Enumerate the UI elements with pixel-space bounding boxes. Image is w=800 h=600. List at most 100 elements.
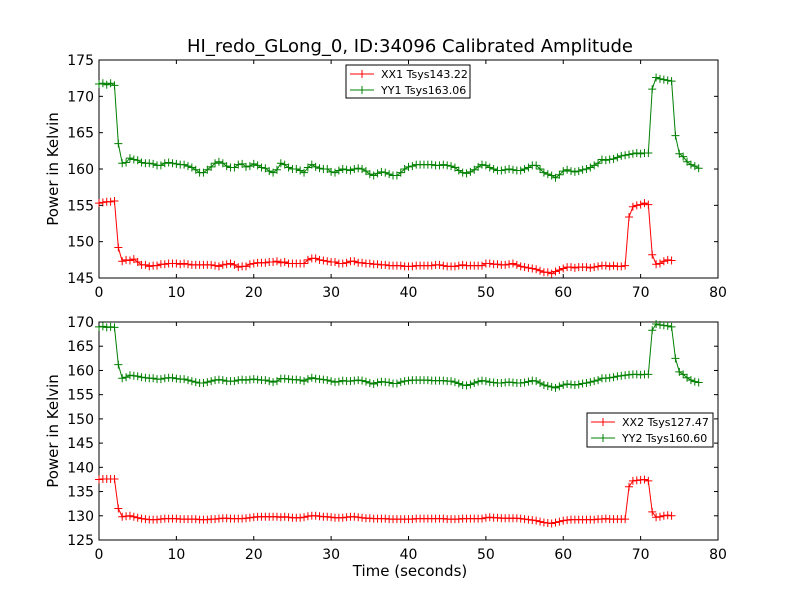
data-point-marker bbox=[563, 165, 572, 174]
data-point-marker bbox=[520, 378, 529, 387]
data-point-marker bbox=[481, 377, 490, 386]
bottom-legend: XX2 Tsys127.47 YY2 Tsys160.60 bbox=[586, 412, 714, 448]
data-point-marker bbox=[605, 262, 614, 271]
bottom-x-tick-label: 80 bbox=[709, 547, 727, 563]
data-point-marker bbox=[361, 377, 370, 386]
data-point-marker bbox=[520, 165, 529, 173]
data-point-marker bbox=[199, 379, 208, 388]
top-y-tick-label: 145 bbox=[67, 271, 94, 287]
data-point-marker bbox=[485, 163, 494, 172]
legend-marker-yy1 bbox=[358, 86, 366, 94]
data-point-marker bbox=[648, 250, 657, 259]
data-point-marker bbox=[211, 261, 220, 270]
data-point-marker bbox=[118, 159, 127, 168]
data-point-marker bbox=[555, 517, 564, 526]
data-point-marker bbox=[574, 167, 583, 176]
data-point-marker bbox=[605, 155, 614, 164]
data-point-marker bbox=[265, 167, 274, 176]
data-point-marker bbox=[512, 260, 521, 269]
data-point-marker bbox=[663, 321, 672, 330]
data-point-marker bbox=[129, 512, 138, 521]
data-point-marker bbox=[257, 163, 266, 172]
data-point-marker bbox=[570, 263, 579, 272]
data-point-marker bbox=[160, 260, 169, 269]
data-point-marker bbox=[307, 373, 316, 382]
data-point-marker bbox=[373, 169, 382, 178]
bottom-plot-panel: 0 10 20 30 40 50 60 70 80 1251301351401451501551… bbox=[44, 315, 727, 580]
data-point-marker bbox=[621, 261, 630, 270]
data-point-marker bbox=[122, 373, 131, 382]
data-point-marker bbox=[601, 261, 610, 270]
data-point-marker bbox=[555, 382, 564, 391]
data-point-marker bbox=[122, 255, 131, 264]
data-point-marker bbox=[323, 257, 332, 266]
data-point-marker bbox=[369, 380, 378, 389]
data-point-marker bbox=[586, 163, 595, 172]
data-point-marker bbox=[516, 166, 525, 175]
data-point-marker bbox=[323, 376, 332, 385]
data-point-marker bbox=[276, 258, 285, 267]
data-point-marker bbox=[632, 201, 641, 210]
data-point-marker bbox=[373, 260, 382, 269]
top-legend-frame bbox=[345, 64, 471, 99]
data-point-marker bbox=[520, 263, 529, 272]
data-point-marker bbox=[102, 80, 111, 89]
data-point-marker bbox=[261, 376, 270, 385]
data-point-marker bbox=[145, 262, 154, 271]
data-point-marker bbox=[330, 258, 339, 267]
data-point-marker bbox=[338, 259, 347, 268]
data-point-marker bbox=[679, 370, 688, 379]
data-point-marker bbox=[655, 512, 664, 521]
data-point-marker bbox=[358, 376, 367, 385]
data-point-marker bbox=[141, 260, 150, 269]
data-point-marker bbox=[671, 131, 680, 140]
data-point-marker bbox=[342, 258, 351, 267]
data-point-marker bbox=[667, 77, 676, 86]
data-point-marker bbox=[625, 482, 634, 491]
bottom-legend-frame bbox=[586, 412, 714, 448]
data-point-marker bbox=[358, 258, 367, 267]
top-x-tick-label: 60 bbox=[554, 285, 572, 301]
data-point-marker bbox=[601, 156, 610, 165]
data-point-marker bbox=[261, 258, 270, 267]
data-point-marker bbox=[450, 378, 459, 387]
data-point-marker bbox=[164, 158, 173, 167]
data-point-marker bbox=[609, 154, 618, 163]
data-point-marker bbox=[652, 260, 661, 269]
data-point-marker bbox=[648, 507, 657, 516]
data-point-marker bbox=[110, 81, 119, 90]
chart-title: HI_redo_GLong_0, ID:34096 Calibrated Amp… bbox=[187, 36, 633, 57]
data-point-marker bbox=[211, 159, 220, 168]
data-point-marker bbox=[125, 256, 134, 265]
top-x-tick-label: 30 bbox=[322, 285, 340, 301]
top-series-layer bbox=[95, 73, 703, 278]
bottom-y-tick-label: 140 bbox=[67, 460, 94, 476]
data-point-marker bbox=[311, 254, 320, 263]
data-point-marker bbox=[327, 167, 336, 176]
data-point-marker bbox=[381, 168, 390, 177]
data-point-marker bbox=[183, 162, 192, 171]
top-plot-panel: 0 10 20 30 40 50 60 70 80 145150155160165170175 … bbox=[44, 53, 727, 301]
data-point-marker bbox=[315, 255, 324, 264]
data-point-marker bbox=[350, 165, 359, 173]
data-point-marker bbox=[644, 370, 653, 379]
data-point-marker bbox=[536, 165, 545, 173]
data-point-marker bbox=[617, 151, 626, 160]
data-point-marker bbox=[106, 79, 115, 88]
data-point-marker bbox=[118, 257, 127, 266]
data-point-marker bbox=[350, 257, 359, 266]
data-point-marker bbox=[648, 85, 657, 94]
data-point-marker bbox=[369, 171, 378, 180]
data-point-marker bbox=[659, 257, 668, 266]
data-point-marker bbox=[489, 165, 498, 173]
top-x-tick-label: 40 bbox=[400, 285, 418, 301]
data-point-marker bbox=[172, 259, 181, 268]
data-point-marker bbox=[536, 266, 545, 275]
data-point-marker bbox=[191, 378, 200, 387]
legend-label-xx1: XX1 Tsys143.22 bbox=[381, 68, 468, 81]
data-point-marker bbox=[458, 168, 467, 177]
data-point-marker bbox=[609, 373, 618, 382]
bottom-x-tick-label: 10 bbox=[167, 547, 185, 563]
data-point-marker bbox=[114, 139, 123, 148]
data-point-marker bbox=[516, 262, 525, 271]
